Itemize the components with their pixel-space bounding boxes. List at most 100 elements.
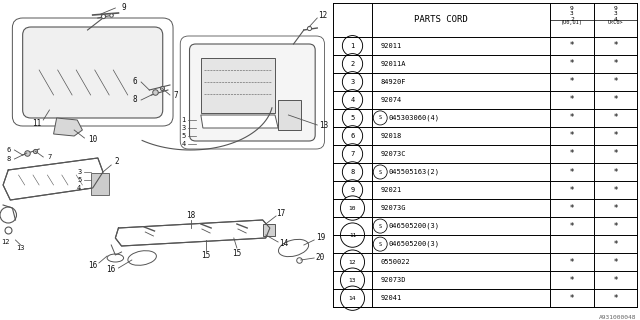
Text: 046505200(3): 046505200(3) [388,223,440,229]
Text: 92011: 92011 [380,43,401,49]
Bar [278,100,301,130]
Text: 11: 11 [349,233,356,237]
Circle shape [342,72,363,92]
Text: *: * [570,276,574,285]
Text: 7: 7 [174,91,179,100]
Text: *: * [570,149,574,158]
Circle shape [373,237,387,251]
Text: 9: 9 [570,6,574,11]
Text: 3: 3 [570,11,574,16]
Text: 12: 12 [1,239,10,245]
Text: 7: 7 [350,151,355,157]
Polygon shape [115,220,270,246]
Text: U<C0>: U<C0> [607,20,623,25]
Text: *: * [613,59,618,68]
Text: 17: 17 [276,209,286,218]
Text: 13: 13 [17,245,25,251]
Text: 92073C: 92073C [380,151,406,157]
Text: 9: 9 [350,187,355,193]
Text: 92018: 92018 [380,133,401,139]
Text: *: * [570,113,574,123]
Text: 13: 13 [349,278,356,283]
Text: 4: 4 [614,17,618,22]
Text: 92021: 92021 [380,187,401,193]
Text: PARTS CORD: PARTS CORD [414,15,468,25]
Bar [201,58,275,113]
Text: *: * [570,258,574,267]
Circle shape [373,111,387,125]
Ellipse shape [107,254,124,262]
Text: 84920F: 84920F [380,79,406,85]
Text: S: S [379,170,382,174]
Text: 5: 5 [350,115,355,121]
Text: 19: 19 [316,234,325,243]
Text: *: * [613,41,618,50]
Text: 14: 14 [349,296,356,301]
Text: *: * [613,294,618,303]
Text: *: * [613,113,618,123]
Text: *: * [613,149,618,158]
Text: 92073D: 92073D [380,277,406,283]
Circle shape [340,286,365,310]
Text: 3: 3 [181,125,186,131]
FancyBboxPatch shape [22,27,163,118]
Text: 045505163(2): 045505163(2) [388,169,440,175]
Text: 10: 10 [88,134,97,143]
Text: *: * [570,186,574,195]
Text: 20: 20 [316,253,325,262]
Bar [91,173,109,195]
Text: 1: 1 [181,117,186,123]
Circle shape [342,162,363,182]
Circle shape [0,207,17,223]
Text: *: * [613,276,618,285]
Text: 92074: 92074 [380,97,401,103]
Text: 4: 4 [350,97,355,103]
Text: *: * [613,167,618,177]
Text: *: * [613,186,618,195]
Ellipse shape [128,251,156,265]
Text: 7: 7 [47,154,52,160]
Text: *: * [570,294,574,303]
Text: 92011A: 92011A [380,61,406,67]
Text: S: S [379,242,382,247]
Text: 8: 8 [350,169,355,175]
Text: 2: 2 [570,17,574,22]
Text: *: * [613,221,618,231]
Text: 9: 9 [614,6,618,11]
Text: 14: 14 [278,238,288,247]
Text: 15: 15 [232,250,241,259]
Text: 1: 1 [350,43,355,49]
Polygon shape [3,158,103,200]
Circle shape [342,144,363,164]
Text: 3: 3 [350,79,355,85]
Circle shape [342,36,363,56]
FancyBboxPatch shape [189,44,315,141]
Text: 6: 6 [6,147,10,153]
Circle shape [340,268,365,292]
Text: *: * [570,59,574,68]
Text: 6: 6 [350,133,355,139]
Text: 9: 9 [122,3,126,12]
Text: *: * [613,95,618,104]
Circle shape [342,90,363,110]
Text: 8: 8 [132,95,137,105]
Polygon shape [201,115,278,128]
Text: 5: 5 [77,177,81,183]
Circle shape [340,196,365,220]
Circle shape [373,219,387,233]
Polygon shape [54,118,83,136]
Circle shape [373,165,387,179]
Text: S: S [379,224,382,228]
Text: S: S [379,116,382,120]
Text: 4: 4 [181,141,186,147]
Text: *: * [570,204,574,212]
Circle shape [342,180,363,200]
Text: 13: 13 [319,121,328,130]
Text: 12: 12 [318,11,327,20]
Text: 8: 8 [6,156,10,162]
Text: 0550022: 0550022 [380,259,410,265]
Ellipse shape [278,239,308,257]
Text: 046505200(3): 046505200(3) [388,241,440,247]
Text: 10: 10 [349,205,356,211]
Text: (U0,U1): (U0,U1) [561,20,583,25]
